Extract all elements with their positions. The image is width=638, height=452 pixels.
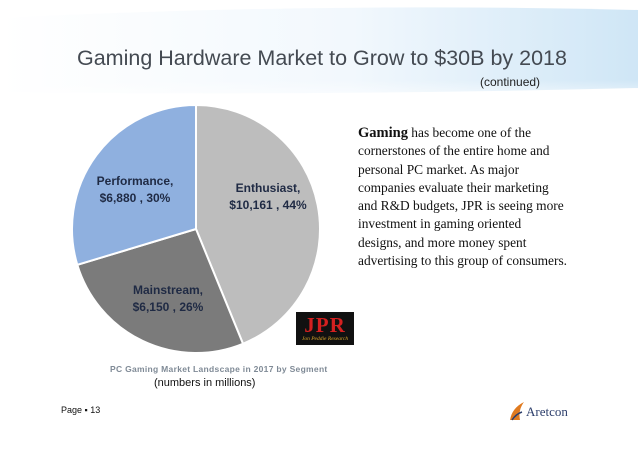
units-note: (numbers in millions) [154, 377, 256, 389]
company-logo-name: Aretcon [526, 404, 568, 419]
pie-value-enthusiast: $10,161 , 44% [229, 198, 307, 212]
company-logo: Aretcon [508, 400, 588, 422]
flame-swoosh-icon [510, 402, 524, 421]
header-gradient-band [0, 7, 638, 110]
pie-slice-enthusiast [195, 103, 321, 346]
slide-title: Gaming Hardware Market to Grow to $30B b… [77, 46, 567, 70]
chart-caption: PC Gaming Market Landscape in 2017 by Se… [110, 364, 328, 374]
pie-slice-performance [71, 103, 197, 267]
jpr-logo: JPR Jon Peddie Research [296, 312, 354, 345]
slide-subtitle: (continued) [480, 75, 541, 89]
pie-value-performance: $6,880 , 30% [100, 191, 171, 205]
page-number: Page ▪ 13 [61, 405, 101, 415]
jpr-logo-tagline: Jon Peddie Research [301, 336, 349, 342]
body-paragraph: Gaming has become one of the cornerstone… [358, 124, 568, 270]
body-rest-text: has become one of the cornerstones of th… [358, 125, 568, 269]
jpr-logo-letters: JPR [304, 313, 346, 337]
body-lead-word: Gaming [358, 125, 408, 141]
pie-label-mainstream: Mainstream, [133, 283, 203, 297]
pie-value-mainstream: $6,150 , 26% [133, 300, 204, 314]
pie-label-enthusiast: Enthusiast, [236, 181, 301, 195]
pie-slice-mainstream [76, 227, 245, 354]
pie-label-performance: Performance, [97, 174, 174, 188]
